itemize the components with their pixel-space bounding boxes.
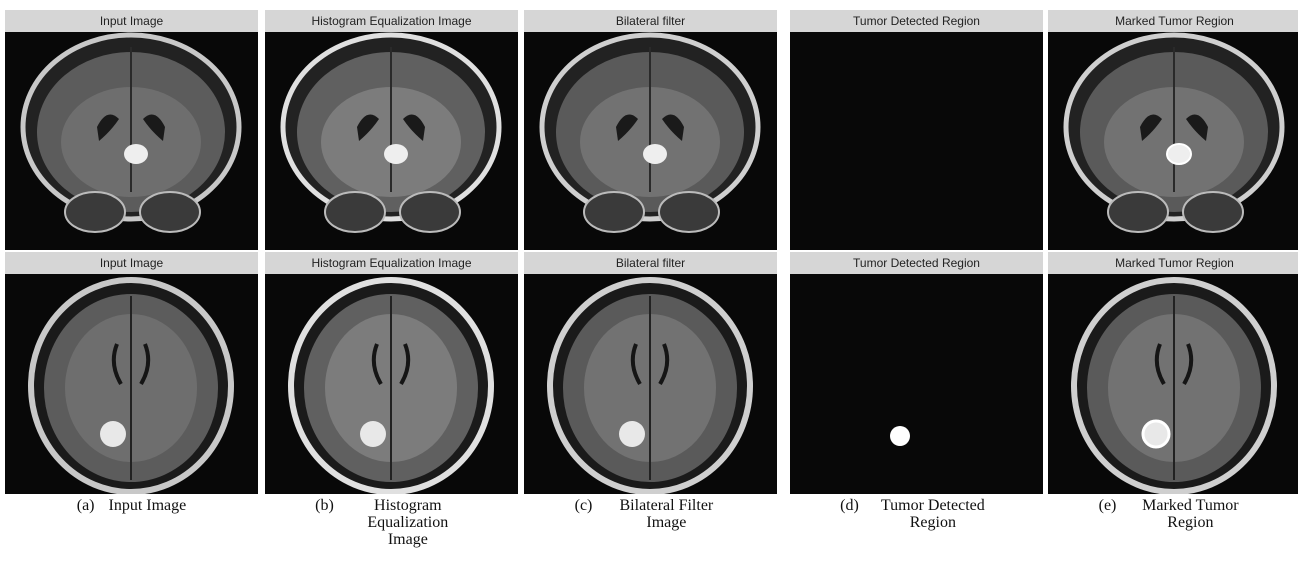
caption: (a) Input Image (5, 497, 258, 515)
tumor (890, 426, 910, 446)
caption: (e) Marked Tumor Region (1048, 497, 1298, 531)
caption: (c) Bilateral Filter Image (524, 497, 777, 531)
mri-image (524, 32, 777, 250)
panel-title: Marked Tumor Region (1048, 252, 1298, 274)
image-panel: Tumor Detected Region (790, 10, 1043, 250)
image-background (790, 32, 1043, 250)
panel-title: Histogram Equalization Image (265, 252, 518, 274)
image-panel: Input Image (5, 10, 258, 250)
panel-title: Bilateral filter (524, 10, 777, 32)
panel-title: Bilateral filter (524, 252, 777, 274)
panel-title: Input Image (5, 10, 258, 32)
image-panel: Input Image (5, 252, 258, 494)
cerebellum (325, 192, 385, 232)
caption-text: Tumor Detected Region (873, 497, 993, 531)
cerebellum (1108, 192, 1168, 232)
image-panel: Tumor Detected Region (790, 252, 1043, 494)
tumor (100, 421, 126, 447)
mri-image (790, 274, 1043, 494)
panel-title: Tumor Detected Region (790, 10, 1043, 32)
caption-text: Histogram Equalization Image (348, 497, 468, 548)
cerebellum (659, 192, 719, 232)
tumor (1167, 144, 1191, 164)
cerebellum (1183, 192, 1243, 232)
caption-text: Marked Tumor Region (1130, 497, 1250, 531)
mri-image (790, 32, 1043, 250)
caption: (b) Histogram Equalization Image (265, 497, 518, 548)
mri-image (1048, 274, 1298, 494)
panel-title: Tumor Detected Region (790, 252, 1043, 274)
image-panel: Histogram Equalization Image (265, 252, 518, 494)
image-panel: Marked Tumor Region (1048, 10, 1298, 250)
panel-title: Input Image (5, 252, 258, 274)
tumor (360, 421, 386, 447)
mri-image (265, 274, 518, 494)
caption-label: (d) (840, 497, 859, 531)
cerebellum (65, 192, 125, 232)
image-background (790, 274, 1043, 494)
panel-title: Histogram Equalization Image (265, 10, 518, 32)
tumor (384, 144, 408, 164)
cerebellum (584, 192, 644, 232)
tumor (643, 144, 667, 164)
cerebellum (400, 192, 460, 232)
caption-label: (c) (575, 497, 593, 531)
caption-text: Bilateral Filter Image (606, 497, 726, 531)
mri-image (5, 32, 258, 250)
tumor (124, 144, 148, 164)
cerebellum (140, 192, 200, 232)
caption-label: (b) (315, 497, 334, 548)
panel-title: Marked Tumor Region (1048, 10, 1298, 32)
caption: (d) Tumor Detected Region (790, 497, 1043, 531)
mri-image (5, 274, 258, 494)
tumor (1143, 421, 1169, 447)
image-panel: Bilateral filter (524, 252, 777, 494)
mri-image (265, 32, 518, 250)
image-panel: Bilateral filter (524, 10, 777, 250)
image-panel: Marked Tumor Region (1048, 252, 1298, 494)
caption-label: (e) (1099, 497, 1117, 531)
caption-label: (a) (77, 497, 95, 515)
figure: Input Image Histogram Equalization Image B… (0, 0, 1298, 563)
tumor (619, 421, 645, 447)
caption-text: Input Image (109, 497, 187, 515)
mri-image (524, 274, 777, 494)
mri-image (1048, 32, 1298, 250)
image-panel: Histogram Equalization Image (265, 10, 518, 250)
